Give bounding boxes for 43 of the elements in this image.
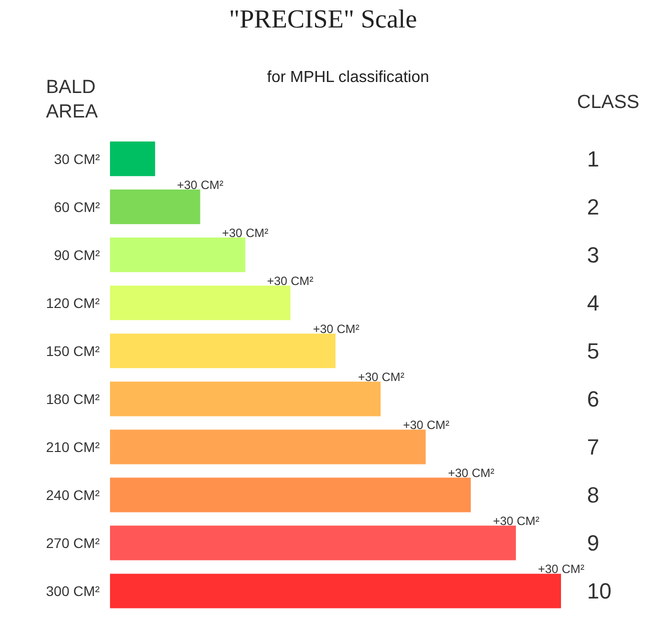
y2-axis-title: CLASS xyxy=(577,92,640,113)
bar xyxy=(110,430,426,464)
annotation: +30 CM² xyxy=(538,562,584,576)
bar xyxy=(110,142,156,176)
y-tick-label: 3 xyxy=(587,242,600,268)
data-label: 30 CM² xyxy=(54,151,100,167)
annotation: +30 CM² xyxy=(177,178,224,192)
y-tick-label: 6 xyxy=(587,386,600,412)
y-tick-label: 2 xyxy=(587,194,600,220)
y-tick-label: 10 xyxy=(587,578,612,604)
y-tick-label: 7 xyxy=(587,434,600,460)
bar xyxy=(110,238,246,272)
bar xyxy=(110,190,200,224)
chart-subtitle: for MPHL classification xyxy=(267,69,430,86)
bar xyxy=(110,334,336,368)
annotation: +30 CM² xyxy=(358,370,404,384)
annotation: +30 CM² xyxy=(222,226,268,240)
y-tick-label: 8 xyxy=(587,482,600,508)
y-tick-label: 4 xyxy=(587,290,600,316)
bar xyxy=(110,526,516,560)
data-label: 300 CM² xyxy=(46,583,100,599)
chart-title: "PRECISE" Scale xyxy=(228,4,418,34)
bar xyxy=(110,574,561,608)
annotation: +30 CM² xyxy=(267,274,314,288)
data-label: 150 CM² xyxy=(46,343,100,359)
bar xyxy=(110,382,381,416)
annotation: +30 CM² xyxy=(403,418,450,432)
data-label: 240 CM² xyxy=(46,487,100,503)
data-label: 180 CM² xyxy=(46,391,100,407)
annotation: +30 CM² xyxy=(313,322,360,336)
y-tick-label: 1 xyxy=(587,146,600,172)
data-label: 60 CM² xyxy=(54,199,100,215)
data-label: 210 CM² xyxy=(46,439,100,455)
data-label: 270 CM² xyxy=(46,535,100,551)
annotation: +30 CM² xyxy=(493,514,540,528)
data-label: 90 CM² xyxy=(54,247,100,263)
bar xyxy=(110,478,471,512)
bar xyxy=(110,286,290,320)
data-label: 120 CM² xyxy=(46,295,100,311)
y-axis-title: BALD AREA xyxy=(46,77,98,123)
annotation: +30 CM² xyxy=(448,466,494,480)
y-tick-label: 9 xyxy=(587,530,600,556)
y-tick-label: 5 xyxy=(587,338,600,364)
